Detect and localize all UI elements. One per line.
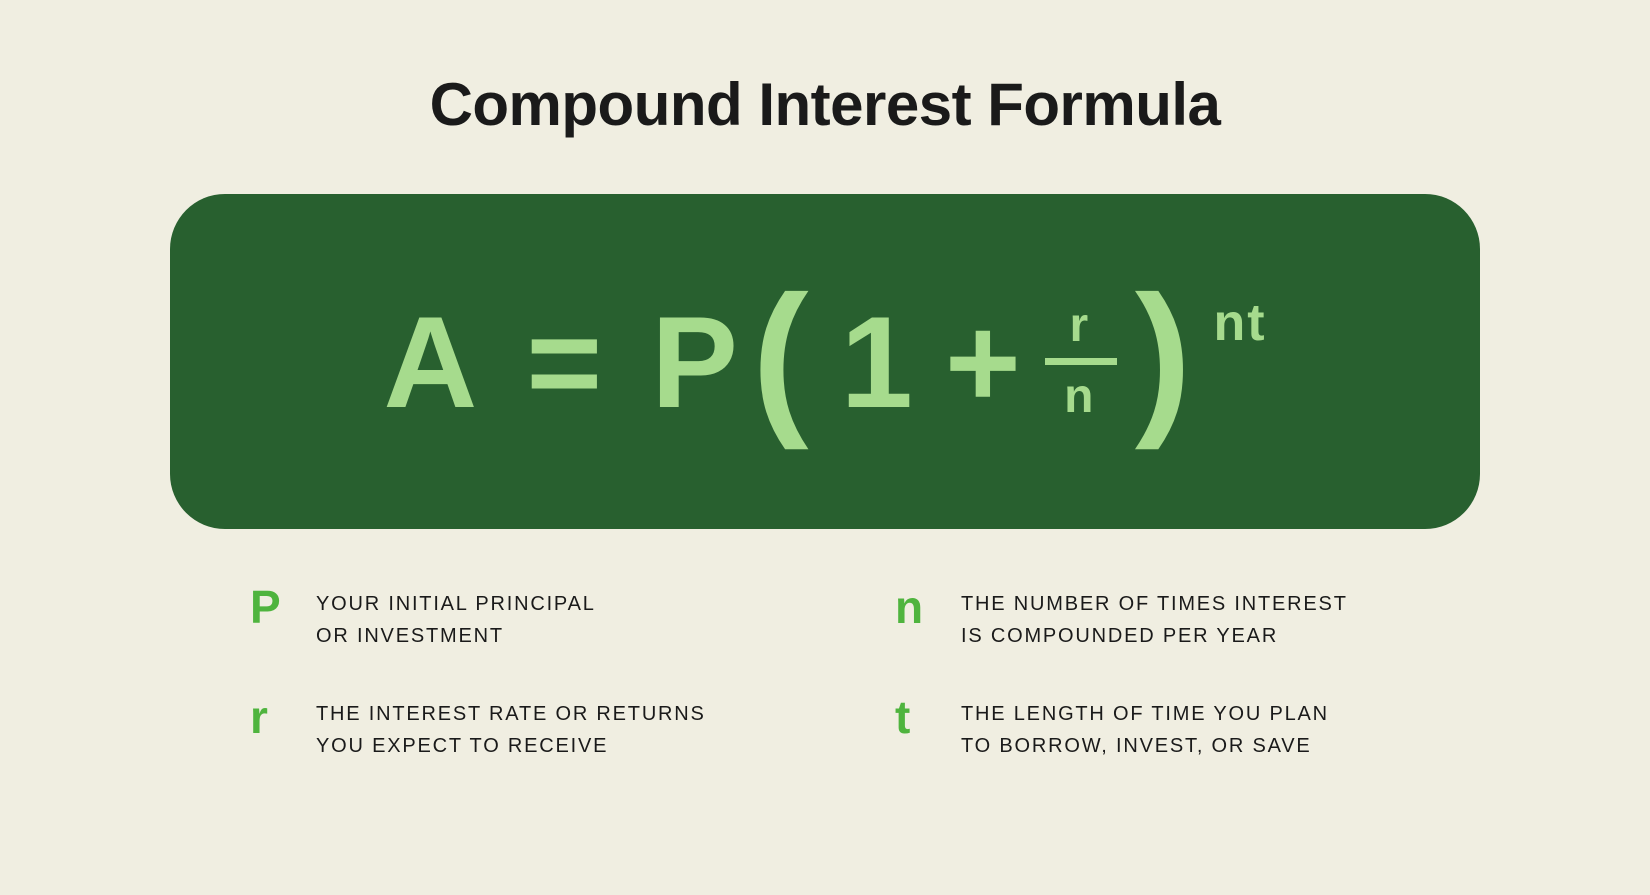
fraction-numerator: r [1069,302,1092,358]
legend-symbol: n [895,584,933,630]
legend-text: The interest rate or returnsyou expect t… [316,694,706,762]
page-title: Compound Interest Formula [430,70,1221,139]
legend-item-r: r The interest rate or returnsyou expect… [250,694,755,762]
legend-item-t: t The length of time you planto borrow, … [895,694,1400,762]
formula-panel: A = P ( 1 + r n ) nt [170,194,1480,529]
formula-fraction: r n [1045,302,1117,421]
fraction-bar [1045,358,1117,365]
formula-close-paren: ) [1135,271,1196,441]
legend: P Your initial principalor investment n … [250,584,1400,762]
formula-plus: + [945,297,1025,427]
legend-text: The length of time you planto borrow, in… [961,694,1329,762]
formula-lhs: A [383,297,481,427]
legend-symbol: r [250,694,288,740]
legend-symbol: t [895,694,933,740]
formula: A = P ( 1 + r n ) nt [383,277,1266,447]
formula-principal: P [651,297,742,427]
legend-text: Your initial principalor investment [316,584,596,652]
formula-open-paren: ( [752,271,813,441]
legend-symbol: P [250,584,288,630]
fraction-denominator: n [1064,365,1097,421]
legend-item-p: P Your initial principalor investment [250,584,755,652]
legend-text: The number of times interestis compounde… [961,584,1348,652]
legend-item-n: n The number of times interestis compoun… [895,584,1400,652]
formula-one: 1 [841,297,917,427]
formula-equals: = [526,297,606,427]
formula-exponent: nt [1213,297,1266,349]
